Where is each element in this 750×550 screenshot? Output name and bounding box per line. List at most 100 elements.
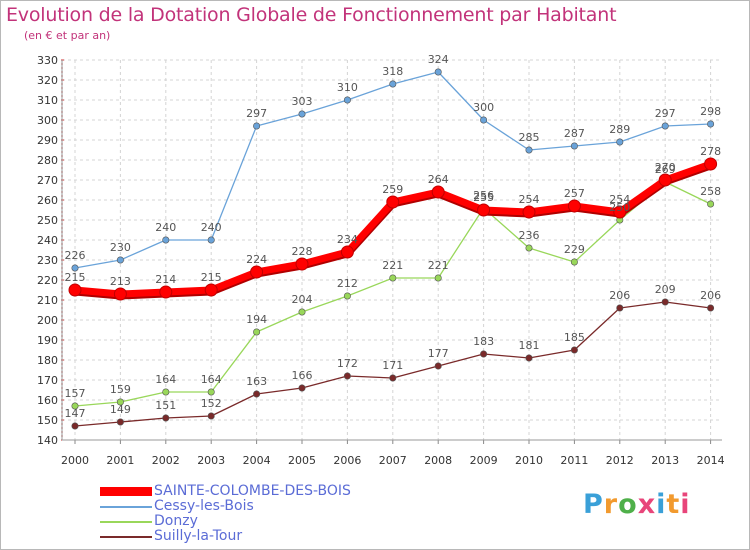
y-tick-label: 160 <box>37 394 58 407</box>
y-tick-label: 170 <box>37 374 58 387</box>
data-point <box>567 199 581 213</box>
data-point <box>162 414 170 422</box>
data-point <box>389 374 397 382</box>
data-label: 209 <box>655 283 676 296</box>
x-tick-label: 2005 <box>288 454 316 467</box>
data-point <box>343 292 351 300</box>
data-label: 166 <box>292 369 313 382</box>
data-label: 224 <box>246 253 267 266</box>
x-tick-label: 2003 <box>197 454 225 467</box>
data-point <box>340 245 354 259</box>
data-label: 287 <box>564 127 585 140</box>
x-tick-label: 2011 <box>560 454 588 467</box>
data-point <box>295 257 309 271</box>
y-tick-label: 310 <box>37 94 58 107</box>
data-label: 157 <box>65 387 86 400</box>
data-label: 303 <box>292 95 313 108</box>
data-point <box>298 384 306 392</box>
y-tick-label: 320 <box>37 74 58 87</box>
data-point <box>71 422 79 430</box>
legend-item-donzy: Donzy <box>100 514 400 528</box>
data-label: 240 <box>201 221 222 234</box>
y-tick-label: 210 <box>37 294 58 307</box>
data-point <box>204 283 218 297</box>
data-point <box>253 328 261 336</box>
data-label: 177 <box>428 347 449 360</box>
legend-swatch <box>100 536 152 538</box>
data-label: 172 <box>337 357 358 370</box>
data-label: 255 <box>473 191 494 204</box>
data-point <box>525 244 533 252</box>
data-label: 229 <box>564 243 585 256</box>
x-tick-label: 2001 <box>106 454 134 467</box>
data-label: 185 <box>564 331 585 344</box>
data-point <box>159 285 173 299</box>
data-point <box>207 236 215 244</box>
data-label: 236 <box>519 229 540 242</box>
y-tick-label: 280 <box>37 154 58 167</box>
data-label: 254 <box>519 193 540 206</box>
data-point <box>570 346 578 354</box>
y-tick-label: 290 <box>37 134 58 147</box>
data-label: 215 <box>65 271 86 284</box>
data-point <box>431 185 445 199</box>
data-point <box>250 265 264 279</box>
data-point <box>616 304 624 312</box>
data-point <box>704 157 718 171</box>
y-tick-label: 150 <box>37 414 58 427</box>
data-point <box>343 372 351 380</box>
data-point <box>71 264 79 272</box>
data-label: 254 <box>609 193 630 206</box>
data-point <box>707 120 715 128</box>
y-tick-label: 220 <box>37 274 58 287</box>
data-point <box>707 304 715 312</box>
data-point <box>661 122 669 130</box>
y-tick-label: 240 <box>37 234 58 247</box>
data-point <box>616 138 624 146</box>
data-label: 206 <box>700 289 721 302</box>
data-label: 149 <box>110 403 131 416</box>
x-tick-label: 2008 <box>424 454 452 467</box>
data-point <box>116 256 124 264</box>
legend-swatch <box>100 521 152 523</box>
data-label: 213 <box>110 275 131 288</box>
chart-subtitle: (en € et par an) <box>24 29 111 42</box>
y-tick-label: 300 <box>37 114 58 127</box>
data-label: 183 <box>473 335 494 348</box>
data-point <box>116 398 124 406</box>
data-label: 285 <box>519 131 540 144</box>
data-label: 152 <box>201 397 222 410</box>
data-point <box>162 388 170 396</box>
data-label: 194 <box>246 313 267 326</box>
data-label: 278 <box>700 145 721 158</box>
data-point <box>477 203 491 217</box>
data-label: 258 <box>700 185 721 198</box>
data-point <box>162 236 170 244</box>
data-point <box>707 200 715 208</box>
data-point <box>207 412 215 420</box>
x-tick-label: 2014 <box>697 454 725 467</box>
data-label: 269 <box>655 163 676 176</box>
data-label: 147 <box>65 407 86 420</box>
x-tick-label: 2009 <box>470 454 498 467</box>
y-tick-label: 270 <box>37 174 58 187</box>
data-point <box>298 110 306 118</box>
x-tick-label: 2002 <box>152 454 180 467</box>
data-label: 204 <box>292 293 313 306</box>
y-tick-label: 190 <box>37 334 58 347</box>
data-label: 298 <box>700 105 721 118</box>
data-label: 159 <box>110 383 131 396</box>
x-tick-label: 2013 <box>651 454 679 467</box>
legend-label: Cessy-les-Bois <box>154 498 254 514</box>
logo-letter: i <box>656 489 667 520</box>
data-label: 270 <box>655 161 676 174</box>
data-label: 221 <box>382 259 403 272</box>
data-point <box>298 308 306 316</box>
proxiti-logo: Proxiti <box>583 489 691 520</box>
data-label: 230 <box>110 241 131 254</box>
data-label: 324 <box>428 53 449 66</box>
data-point <box>434 274 442 282</box>
y-tick-label: 200 <box>37 314 58 327</box>
data-point <box>658 173 672 187</box>
